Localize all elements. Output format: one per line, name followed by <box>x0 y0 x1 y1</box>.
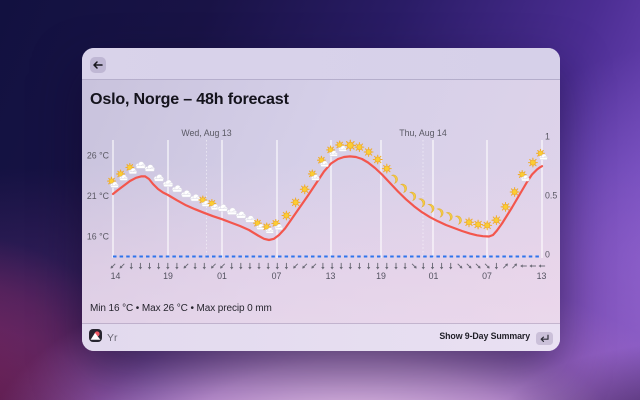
svg-text:0: 0 <box>545 250 550 260</box>
svg-text:13: 13 <box>326 271 336 281</box>
svg-text:Wed, Aug 13: Wed, Aug 13 <box>181 128 231 138</box>
svg-text:Thu, Aug 14: Thu, Aug 14 <box>399 128 447 138</box>
svg-text:01: 01 <box>429 271 439 281</box>
svg-text:19: 19 <box>376 271 386 281</box>
svg-text:19: 19 <box>163 271 173 281</box>
svg-text:1: 1 <box>545 132 550 142</box>
svg-text:26 °C: 26 °C <box>87 151 110 161</box>
svg-text:07: 07 <box>482 271 492 281</box>
svg-text:21 °C: 21 °C <box>87 191 110 201</box>
svg-text:14: 14 <box>111 271 121 281</box>
svg-text:13: 13 <box>537 271 547 281</box>
svg-text:07: 07 <box>272 271 282 281</box>
svg-text:16 °C: 16 °C <box>87 232 110 242</box>
svg-text:0.5: 0.5 <box>545 191 557 201</box>
svg-text:01: 01 <box>217 271 227 281</box>
